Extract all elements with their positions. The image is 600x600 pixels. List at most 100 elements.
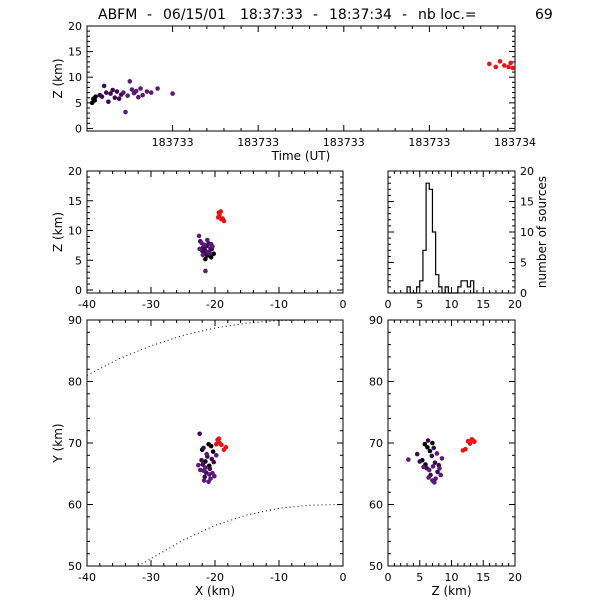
y-tick-label: 80 [369, 376, 383, 389]
time-height-panel: 183733 183733 183733 183733 183734 0 5 10 15 20 Ti… [51, 20, 536, 163]
x-tick-label: 15 [476, 571, 490, 584]
source-point [220, 216, 225, 221]
x-tick-label: -30 [142, 298, 160, 311]
x-tick-label: -10 [270, 298, 288, 311]
x-tick-label: 20 [508, 571, 522, 584]
source-point [211, 459, 217, 465]
source-point [439, 456, 445, 461]
y-tick-label: 50 [68, 560, 82, 573]
x-tick-label: 183733 [408, 136, 450, 149]
source-point [426, 475, 431, 480]
figure-title: ABFM - 06/15/01 18:37:33 - 18:37:34 - nb… [98, 7, 553, 23]
source-point [508, 60, 514, 66]
y-tick-label: 0 [75, 122, 82, 135]
source-point [437, 465, 442, 471]
source-point [426, 467, 432, 473]
source-point [200, 462, 206, 467]
x-tick-label: -40 [78, 298, 96, 311]
source-point [144, 89, 150, 94]
y-tick-label: 0 [520, 287, 527, 300]
x-tick-label: 183734 [494, 136, 536, 149]
y-tick-label: 90 [68, 314, 82, 327]
x-tick-label: 15 [476, 298, 490, 311]
x-tick-label: 10 [445, 298, 459, 311]
source-point [219, 442, 224, 448]
y-tick-label: 20 [520, 165, 534, 178]
source-point [197, 246, 202, 252]
source-point [197, 431, 202, 437]
source-point [127, 79, 133, 84]
title-station: ABFM [98, 7, 137, 23]
plot-frame [86, 25, 516, 132]
y-tick-label: 0 [75, 284, 82, 297]
source-point [218, 209, 224, 214]
source-point [101, 83, 107, 89]
range-ring [137, 504, 344, 567]
x-axis-label: Time (UT) [271, 149, 331, 163]
scatter-points [406, 437, 477, 485]
x-tick-label: 0 [385, 571, 392, 584]
source-point [199, 457, 204, 463]
y-axis-label: Z (km) [51, 58, 65, 98]
source-point [435, 469, 440, 475]
title-time-start: 18:37:33 [240, 7, 303, 23]
x-axis-label: X (km) [195, 584, 235, 598]
source-point [140, 92, 145, 98]
source-point [202, 474, 208, 480]
source-point [487, 61, 492, 67]
source-point [125, 93, 130, 98]
x-tick-label: 5 [416, 571, 423, 584]
y-tick-label: 15 [68, 195, 82, 208]
x-tick-label: 183733 [323, 136, 365, 149]
source-point [208, 443, 214, 449]
title-count-value: 69 [535, 7, 553, 23]
source-point [510, 65, 515, 71]
source-point [129, 87, 135, 92]
source-point [170, 91, 175, 96]
source-point [425, 438, 431, 443]
source-point [429, 453, 435, 459]
source-point [427, 448, 433, 454]
source-point [206, 472, 212, 477]
y-tick-label: 60 [68, 499, 82, 512]
y-axis-label: Z (km) [51, 212, 65, 252]
source-point [199, 240, 204, 246]
source-point [430, 440, 435, 446]
title-count-label: nb loc.= [418, 7, 477, 23]
source-point [215, 215, 221, 220]
x-tick-label: 0 [340, 298, 347, 311]
source-point [425, 445, 430, 450]
source-point [106, 99, 111, 105]
x-tick-label: 20 [508, 298, 522, 311]
y-axis-label: Y (km) [51, 423, 65, 463]
source-point [206, 479, 211, 485]
source-point [93, 94, 98, 99]
source-point [204, 451, 209, 457]
source-point [148, 90, 154, 95]
source-point [497, 59, 503, 64]
y-tick-label: 70 [369, 437, 383, 450]
y-tick-label: 5 [520, 257, 527, 270]
y-tick-label: 80 [68, 376, 82, 389]
source-point [431, 445, 437, 451]
source-point [417, 459, 423, 464]
source-point [196, 462, 201, 468]
source-point [201, 445, 206, 451]
title-date: 06/15/01 [163, 7, 226, 23]
source-point [422, 441, 428, 447]
x-tick-label: 183733 [152, 136, 194, 149]
source-point [216, 436, 222, 441]
scatter-points [196, 431, 229, 485]
source-point [421, 464, 426, 470]
source-point [493, 64, 499, 70]
x-tick-label: 0 [340, 571, 347, 584]
y-tick-label: 20 [68, 165, 82, 178]
y-tick-label: 5 [75, 254, 82, 267]
x-tick-label: -30 [142, 571, 160, 584]
source-point [211, 251, 217, 257]
x-tick-label: -40 [78, 571, 96, 584]
source-point [201, 468, 206, 473]
source-point [155, 86, 160, 91]
source-point [432, 480, 437, 485]
